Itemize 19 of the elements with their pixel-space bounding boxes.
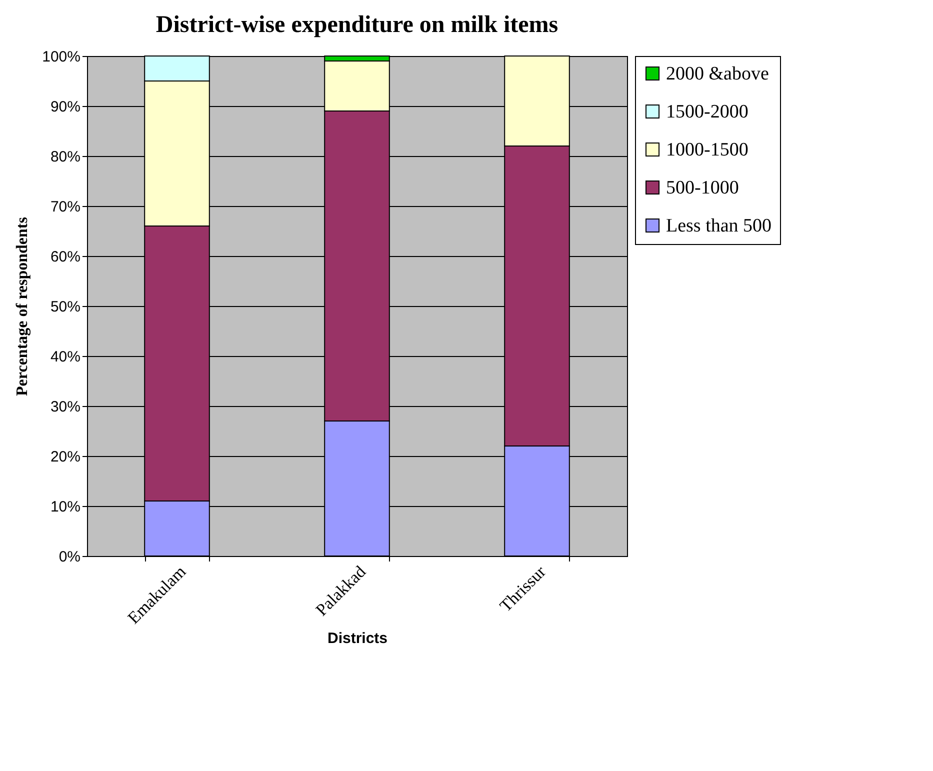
y-axis-title: Percentage of respondents [14, 217, 32, 396]
y-tick-label: 40% [50, 348, 80, 366]
y-tick-label: 90% [50, 98, 80, 116]
legend-label: Less than 500 [666, 216, 772, 236]
y-tick-label: 80% [50, 148, 80, 166]
y-tick-label: 70% [50, 198, 80, 216]
y-tick-label: 10% [50, 498, 80, 516]
y-tick-label: 30% [50, 398, 80, 416]
legend-label: 500-1000 [666, 178, 739, 198]
y-tick-label: 50% [50, 298, 80, 316]
legend-label: 1000-1500 [666, 140, 748, 160]
y-tick-label: 0% [58, 548, 80, 566]
y-tick-label: 100% [42, 48, 80, 66]
x-axis-title: Districts [327, 630, 388, 647]
legend-label: 2000 &above [666, 64, 769, 84]
y-tick-label: 60% [50, 248, 80, 266]
legend-label: 1500-2000 [666, 102, 748, 122]
y-tick-label: 20% [50, 448, 80, 466]
chart-title: District-wise expenditure on milk items [156, 12, 558, 38]
